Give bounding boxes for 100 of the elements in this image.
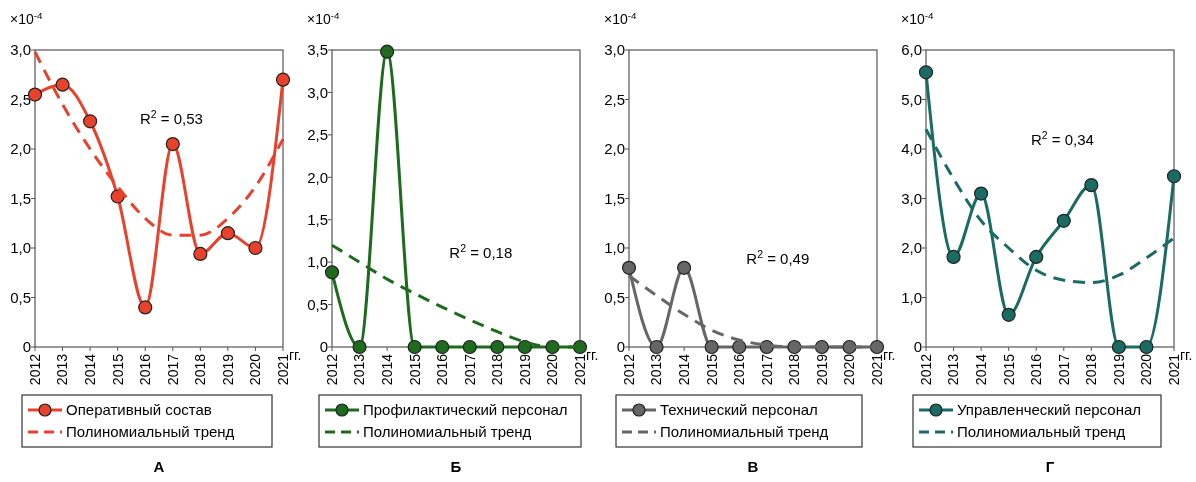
text: Г xyxy=(1045,458,1055,475)
x-tick-label: 2016 xyxy=(731,353,748,386)
y-tick-label: 1,0 xyxy=(901,288,922,306)
x-tick-label: 2016 xyxy=(137,353,154,386)
x-tick-label: 2017 xyxy=(1055,353,1072,386)
y-tick-label: 0 xyxy=(319,338,328,356)
x-tick-label: 2015 xyxy=(1000,353,1017,386)
x-tick-label: 2018 xyxy=(192,353,209,386)
y-tick-label: 1,5 xyxy=(10,189,31,207)
x-tick-label: 2017 xyxy=(461,353,478,386)
x-tick-label: 2017 xyxy=(164,353,181,386)
legend-label: Полиномиальный тренд xyxy=(66,423,235,441)
x-tick-label: 2013 xyxy=(648,353,665,386)
y-tick-label: 1,0 xyxy=(307,253,328,271)
point xyxy=(1084,178,1099,193)
x-tick-label: 2018 xyxy=(1083,353,1100,386)
point xyxy=(165,136,180,152)
annotation: R$^{2}$ = 0,18 xyxy=(449,241,513,261)
point xyxy=(275,72,291,87)
point xyxy=(490,339,505,355)
x-tick-label: 2020 xyxy=(544,353,561,386)
x-tick-label: 2014 xyxy=(379,353,396,386)
y-tick-label: 2,0 xyxy=(604,140,625,158)
y-tick-label: 1,5 xyxy=(604,189,625,207)
legend-label: Полиномиальный тренд xyxy=(957,423,1126,441)
point xyxy=(83,114,98,129)
x-tick-label: 2014 xyxy=(82,353,99,386)
legend-label: Профилактический персонал xyxy=(363,401,568,419)
x-tick-label: 2019 xyxy=(1110,353,1127,386)
point xyxy=(380,44,395,59)
point xyxy=(55,77,70,92)
y-tick-label: 3,0 xyxy=(604,41,625,59)
point xyxy=(1001,307,1016,322)
y-tick-label: 2,0 xyxy=(901,239,922,257)
y-tick-label: 4,0 xyxy=(901,140,922,158)
x-tick-label: 2015 xyxy=(406,353,423,386)
x-axis-title: гг. xyxy=(1180,346,1193,363)
x-tick-label: 2013 xyxy=(945,353,962,386)
point xyxy=(435,339,450,355)
y-axis-title: ×10$^{-4}$ xyxy=(10,9,44,27)
point xyxy=(572,339,588,355)
y-tick-label: 2,5 xyxy=(307,126,328,144)
y-tick-label: 5,0 xyxy=(901,90,922,108)
point xyxy=(918,65,934,80)
text: Б xyxy=(450,458,462,475)
y-tick-label: 2,0 xyxy=(10,140,31,158)
y-tick-label: 0 xyxy=(22,338,31,356)
y-axis-title: ×10$^{-4}$ xyxy=(604,9,638,27)
y-tick-label: 0,5 xyxy=(10,288,31,306)
x-tick-label: 2021 xyxy=(571,353,588,386)
y-tick-label: 6,0 xyxy=(901,41,922,59)
y-tick-label: 2,5 xyxy=(10,90,31,108)
x-tick-label: 2014 xyxy=(676,353,693,386)
y-tick-label: 0 xyxy=(913,338,922,356)
y-tick-label: 2,5 xyxy=(604,90,625,108)
x-tick-label: 2021 xyxy=(1165,353,1182,386)
point xyxy=(352,339,367,355)
x-tick-label: 2017 xyxy=(758,353,775,386)
y-tick-label: 1,0 xyxy=(10,239,31,257)
x-axis-title: гг. xyxy=(883,346,896,363)
annotation: R$^{2}$ = 0,34 xyxy=(1030,129,1094,149)
annotation: R$^{2}$ = 0,49 xyxy=(746,247,810,267)
x-tick-label: 2016 xyxy=(434,353,451,386)
point xyxy=(1056,213,1071,228)
x-tick-label: 2014 xyxy=(973,353,990,386)
x-tick-label: 2018 xyxy=(786,353,803,386)
annotation: R$^{2}$ = 0,53 xyxy=(139,108,203,128)
point xyxy=(946,249,961,265)
x-tick-label: 2020 xyxy=(1138,353,1155,386)
point xyxy=(1139,339,1154,355)
x-tick-label: 2012 xyxy=(323,353,340,386)
x-tick-label: 2020 xyxy=(841,353,858,386)
point xyxy=(248,240,263,256)
x-tick-label: 2018 xyxy=(489,353,506,386)
x-tick-label: 2013 xyxy=(54,353,71,386)
x-tick-label: 2019 xyxy=(813,353,830,386)
point xyxy=(138,300,153,315)
point xyxy=(1166,169,1182,184)
point xyxy=(1111,339,1126,355)
legend-label: Оперативный состав xyxy=(66,401,212,419)
x-tick-label: 2021 xyxy=(274,353,291,386)
y-tick-label: 0,5 xyxy=(307,295,328,313)
y-tick-label: 0,5 xyxy=(604,288,625,306)
x-tick-label: 2012 xyxy=(620,353,637,386)
point xyxy=(1029,249,1044,265)
point xyxy=(462,339,477,355)
y-tick-label: 1,5 xyxy=(307,210,328,228)
legend-label: Управленческий персонал xyxy=(957,401,1142,419)
y-tick-label: 2,0 xyxy=(307,168,328,186)
x-tick-label: 2013 xyxy=(351,353,368,386)
legend-label: Полиномиальный тренд xyxy=(363,423,532,441)
x-tick-label: 2019 xyxy=(516,353,533,386)
y-tick-label: 1,0 xyxy=(604,239,625,257)
x-axis-title: гг. xyxy=(289,346,302,363)
legend-label: Полиномиальный тренд xyxy=(660,423,829,441)
legend-label: Технический персонал xyxy=(660,401,818,419)
y-tick-label: 3,0 xyxy=(10,41,31,59)
x-axis-title: гг. xyxy=(586,346,599,363)
text: А xyxy=(153,458,165,475)
x-tick-label: 2020 xyxy=(247,353,264,386)
